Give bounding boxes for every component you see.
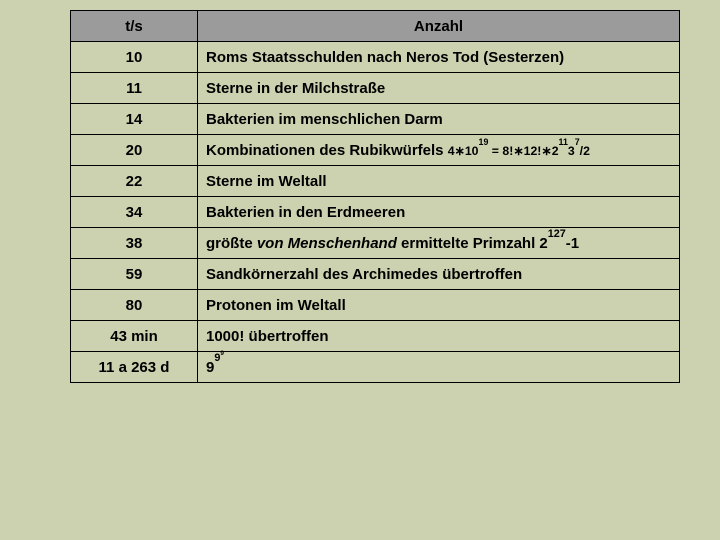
cell-ts: 11 [71, 73, 198, 104]
table-row: 11 a 263 d999 [71, 352, 680, 383]
cell-anzahl: Sterne im Weltall [198, 166, 680, 197]
table-header-row: t/s Anzahl [71, 11, 680, 42]
cell-anzahl: Kombinationen des Rubikwürfels 4∗1019 = … [198, 135, 680, 166]
table-row: 43 min1000! übertroffen [71, 321, 680, 352]
cell-anzahl: Bakterien im menschlichen Darm [198, 104, 680, 135]
cell-anzahl: 1000! übertroffen [198, 321, 680, 352]
cell-anzahl: Bakterien in den Erdmeeren [198, 197, 680, 228]
table-row: 38größte von Menschenhand ermittelte Pri… [71, 228, 680, 259]
col-header-ts: t/s [71, 11, 198, 42]
cell-ts: 34 [71, 197, 198, 228]
cell-ts: 59 [71, 259, 198, 290]
cell-ts: 11 a 263 d [71, 352, 198, 383]
table-row: 20Kombinationen des Rubikwürfels 4∗1019 … [71, 135, 680, 166]
data-table: t/s Anzahl 10Roms Staatsschulden nach Ne… [70, 10, 680, 383]
table-row: 80Protonen im Weltall [71, 290, 680, 321]
table-row: 10Roms Staatsschulden nach Neros Tod (Se… [71, 42, 680, 73]
cell-anzahl: größte von Menschenhand ermittelte Primz… [198, 228, 680, 259]
cell-ts: 43 min [71, 321, 198, 352]
cell-ts: 22 [71, 166, 198, 197]
table-row: 11Sterne in der Milchstraße [71, 73, 680, 104]
cell-ts: 20 [71, 135, 198, 166]
cell-anzahl: Protonen im Weltall [198, 290, 680, 321]
cell-anzahl: Roms Staatsschulden nach Neros Tod (Sest… [198, 42, 680, 73]
cell-ts: 80 [71, 290, 198, 321]
cell-anzahl: Sterne in der Milchstraße [198, 73, 680, 104]
table-body: 10Roms Staatsschulden nach Neros Tod (Se… [71, 42, 680, 383]
table-row: 34Bakterien in den Erdmeeren [71, 197, 680, 228]
table-row: 14Bakterien im menschlichen Darm [71, 104, 680, 135]
cell-anzahl: 999 [198, 352, 680, 383]
table-row: 22Sterne im Weltall [71, 166, 680, 197]
cell-ts: 10 [71, 42, 198, 73]
cell-ts: 14 [71, 104, 198, 135]
cell-ts: 38 [71, 228, 198, 259]
col-header-anzahl: Anzahl [198, 11, 680, 42]
table-row: 59Sandkörnerzahl des Archimedes übertrof… [71, 259, 680, 290]
cell-anzahl: Sandkörnerzahl des Archimedes übertroffe… [198, 259, 680, 290]
